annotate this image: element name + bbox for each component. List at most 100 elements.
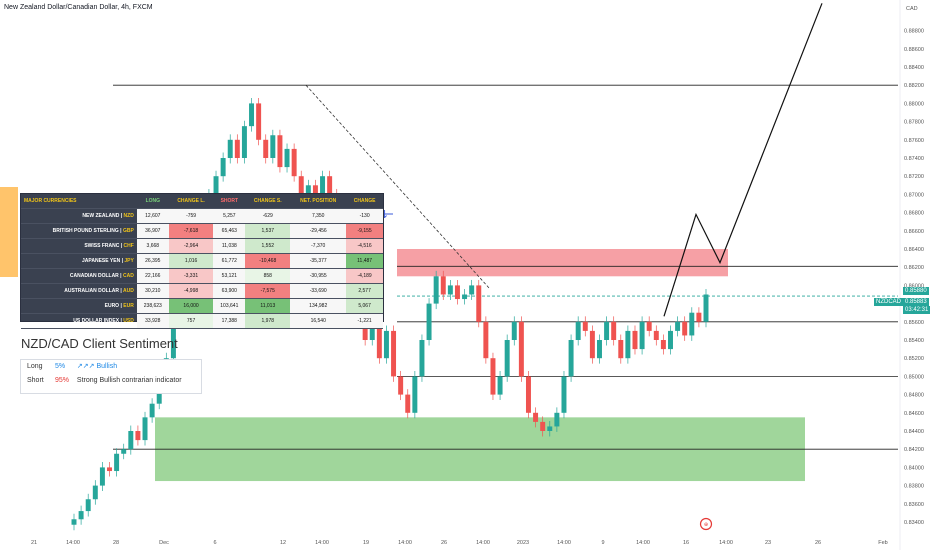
- x-tick-label: Dec: [159, 540, 169, 546]
- cot-value-cell: 858: [245, 268, 291, 284]
- trendline-dashed: [305, 84, 491, 290]
- y-tick-label: 0.88200: [904, 83, 924, 89]
- sentiment-long-row: Long 5% ↗↗↗ Bullish: [21, 360, 201, 374]
- cot-row: NEW ZEALAND | NZD 12,607 -759 5,257 -629 7,35…: [21, 208, 383, 224]
- x-tick-label: 21: [31, 540, 37, 546]
- candle-body: [668, 330, 673, 350]
- candle-body: [675, 321, 681, 331]
- cot-value-cell: 16,000: [168, 298, 214, 314]
- cot-value-cell: 61,772: [213, 253, 246, 269]
- y-tick-label: 0.84600: [904, 411, 924, 417]
- cot-value-cell: 11,038: [213, 238, 246, 254]
- candle-body: [107, 467, 112, 472]
- cot-value-cell: 30,210: [136, 283, 169, 299]
- cot-value-cell: -4,516: [346, 238, 383, 254]
- x-tick-label: 12: [280, 540, 286, 546]
- symbol-price-tag: NZDCAD: [874, 298, 903, 306]
- x-tick-label: 14:00: [719, 540, 733, 546]
- y-tick-label: 0.84000: [904, 465, 924, 471]
- candle-body: [540, 421, 546, 431]
- x-tick-label: 28: [113, 540, 119, 546]
- candle-body: [561, 376, 567, 413]
- candle-body: [426, 303, 432, 340]
- candle-body: [298, 176, 304, 195]
- y-tick-label: 0.84800: [904, 393, 924, 399]
- projection-path: [663, 3, 823, 317]
- candle-body: [263, 139, 269, 158]
- candle-body: [234, 139, 240, 158]
- candle-body: [547, 426, 553, 431]
- cot-header-cell: MAJOR CURRENCIES: [21, 194, 137, 209]
- candle-body: [476, 285, 482, 322]
- candle-body: [433, 276, 439, 304]
- cot-value-cell: 36,907: [136, 223, 169, 239]
- x-tick-label: 14:00: [315, 540, 329, 546]
- cot-row: SWISS FRANC | CHF 3,668 -2,964 11,038 1,552-…: [21, 238, 383, 254]
- candle-body: [646, 321, 652, 331]
- candle-body: [554, 412, 560, 427]
- cot-value-cell: 1,016: [168, 253, 214, 269]
- cot-value-cell: 5,067: [346, 298, 383, 314]
- x-tick-label: Feb: [878, 540, 887, 546]
- y-tick-label: 0.88800: [904, 29, 924, 35]
- candle-body: [405, 394, 411, 413]
- candle-body: [490, 358, 496, 395]
- y-tick-label: 0.84200: [904, 447, 924, 453]
- x-tick-label: 9: [601, 540, 604, 546]
- candle-body: [78, 511, 84, 520]
- candle-body: [284, 148, 290, 168]
- cot-value-cell: 238,623: [136, 298, 169, 314]
- candle-body: [99, 467, 105, 486]
- candle-body: [689, 312, 695, 336]
- cot-value-cell: 7,350: [290, 208, 347, 224]
- candle-body: [142, 417, 148, 441]
- y-tick-label: 0.85600: [904, 320, 924, 326]
- candle-body: [256, 103, 262, 140]
- x-tick-label: 26: [815, 540, 821, 546]
- candle-body: [682, 321, 688, 336]
- cot-currency-name: AUSTRALIAN DOLLAR | AUD: [21, 283, 137, 299]
- cot-value-cell: -4,998: [168, 283, 214, 299]
- candle-body: [362, 321, 368, 340]
- y-tick-label: 0.88400: [904, 65, 924, 71]
- candle-body: [85, 499, 91, 512]
- cot-value-cell: 2,577: [346, 283, 383, 299]
- candle-body: [483, 321, 489, 359]
- candle-body: [703, 294, 709, 322]
- short-label: Short: [27, 377, 44, 384]
- cot-value-cell: -33,690: [290, 283, 347, 299]
- y-tick-label: 0.85200: [904, 356, 924, 362]
- candle-body: [653, 330, 659, 340]
- y-tick-label: 0.83600: [904, 502, 924, 508]
- candle-body: [241, 126, 247, 158]
- candle-body: [398, 376, 404, 395]
- candle-body: [454, 285, 460, 300]
- cot-row: BRITISH POUND STERLING | GBP 36,907 -7,618…: [21, 223, 383, 239]
- cot-value-cell: -9,155: [346, 223, 383, 239]
- candle-body: [227, 139, 233, 158]
- candle-body: [533, 412, 539, 422]
- chart-title: New Zealand Dollar/Canadian Dollar, 4h, …: [4, 4, 153, 11]
- cot-value-cell: -30,955: [290, 268, 347, 284]
- cot-value-cell: -7,575: [245, 283, 291, 299]
- cot-value-cell: 17,388: [213, 313, 246, 329]
- cot-row: AUSTRALIAN DOLLAR | AUD 30,210 -4,998 63,90…: [21, 283, 383, 299]
- candle-body: [582, 321, 588, 331]
- cot-header-cell: SHORT: [213, 194, 246, 209]
- x-tick-label: 26: [441, 540, 447, 546]
- reference-price-tag: 0.85880: [903, 287, 929, 295]
- y-tick-label: 0.85000: [904, 374, 924, 380]
- cot-value-cell: 1,978: [245, 313, 291, 329]
- cot-row: JAPANESE YEN | JPY 26,395 1,016 61,772 -10,4…: [21, 253, 383, 269]
- sentiment-short-row: Short 95% Strong Bullish contrarian indi…: [21, 374, 201, 388]
- candle-body: [213, 176, 219, 195]
- candle-body: [589, 330, 595, 359]
- cot-value-cell: 63,900: [213, 283, 246, 299]
- cot-row: EURO | EUR 238,623 16,000 103,641 11,013 134,…: [21, 298, 383, 314]
- cot-value-cell: -1,221: [346, 313, 383, 329]
- resistance-zone: [397, 249, 728, 277]
- x-tick-label: 2023: [517, 540, 529, 546]
- cot-value-cell: 1,537: [245, 223, 291, 239]
- candle-body: [447, 285, 453, 295]
